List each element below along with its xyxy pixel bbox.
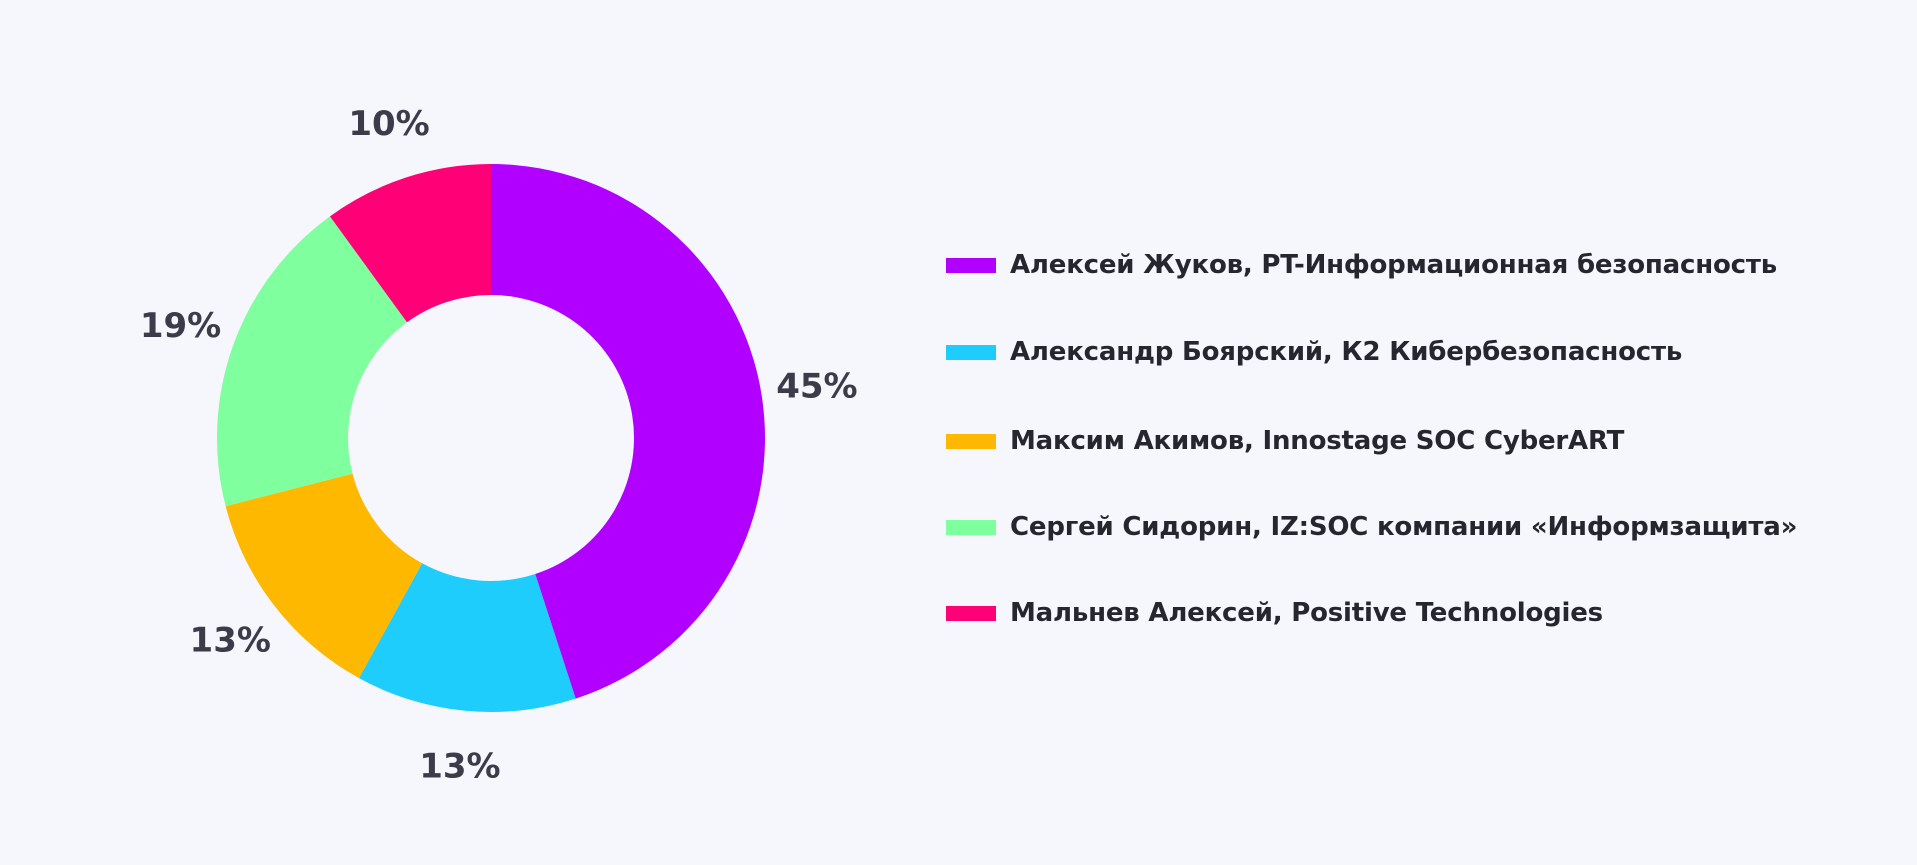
percent-label: 45% — [776, 366, 857, 406]
legend-swatch — [946, 344, 996, 360]
legend-item-malnev: Мальнев Алексей, Positive Technologies — [946, 591, 1797, 635]
legend-swatch — [946, 257, 996, 273]
legend-swatch — [946, 605, 996, 621]
slice-boyarsky — [358, 563, 576, 712]
legend-swatch — [946, 519, 996, 535]
slices-group — [217, 164, 765, 712]
legend-item-sidorin: Сергей Сидорин, IZ:SOC компании «Информз… — [946, 505, 1797, 549]
donut-chart-svg: 45% 13% 13% 19% 10% — [140, 104, 858, 786]
slice-zhukov — [491, 164, 765, 699]
percent-label: 19% — [140, 306, 221, 346]
legend-label: Сергей Сидорин, IZ:SOC компании «Информз… — [1010, 512, 1798, 542]
legend-label: Алексей Жуков, PT-Информационная безопас… — [1010, 250, 1777, 280]
percent-label: 13% — [419, 747, 500, 787]
legend-item-zhukov: Алексей Жуков, PT-Информационная безопас… — [946, 243, 1797, 287]
slice-akimov — [225, 473, 423, 679]
legend-label: Мальнев Алексей, Positive Technologies — [1010, 598, 1603, 628]
legend-swatch — [946, 433, 996, 449]
labels-group: 45% 13% 13% 19% 10% — [140, 104, 858, 786]
legend-label: Александр Боярский, К2 Кибербезопасность — [1010, 337, 1683, 367]
percent-label: 13% — [190, 620, 271, 660]
legend-item-akimov: Максим Акимов, Innostage SOC CyberART — [946, 419, 1797, 463]
legend-label: Максим Акимов, Innostage SOC CyberART — [1010, 426, 1625, 456]
legend-item-boyarsky: Александр Боярский, К2 Кибербезопасность — [946, 330, 1797, 374]
legend: Алексей Жуков, PT-Информационная безопас… — [946, 243, 1797, 635]
slice-sidorin — [217, 216, 407, 507]
percent-label: 10% — [348, 104, 429, 144]
slice-malnev — [329, 164, 491, 323]
